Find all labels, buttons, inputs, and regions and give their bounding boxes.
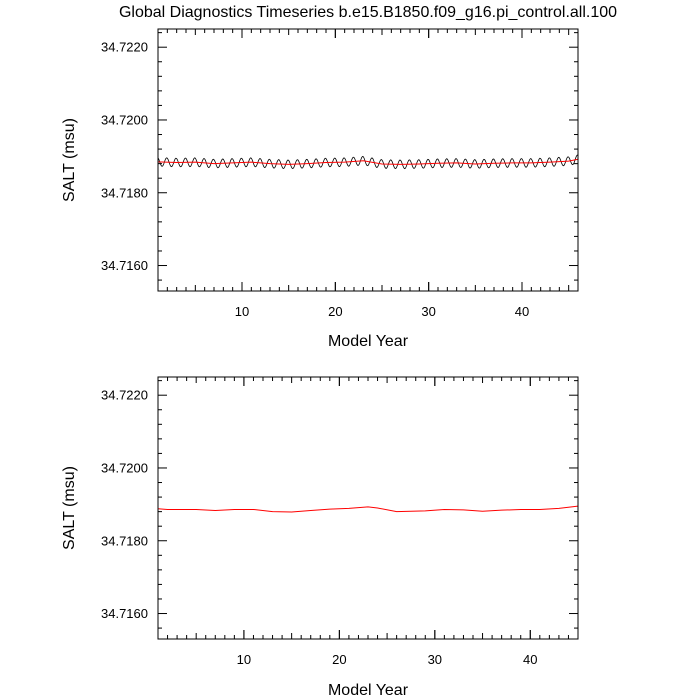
bottom-x-tick-label: 10 — [237, 652, 251, 667]
bottom-y-tick-label: 34.7160 — [101, 606, 148, 621]
top-series-line-annual — [157, 158, 579, 165]
top-x-tick-label: 10 — [235, 304, 249, 319]
bottom-plot-frame — [157, 376, 579, 640]
top-panel: Model Year SALT (msu) 10 20 30 40 34.7160 34.… — [61, 28, 579, 350]
bottom-x-tick-label: 20 — [332, 652, 346, 667]
top-x-tick-label: 30 — [421, 304, 435, 319]
top-x-axis-label: Model Year — [328, 333, 409, 350]
bottom-y-axis-label: SALT (msu) — [61, 466, 78, 550]
bottom-x-axis-label: Model Year — [328, 682, 409, 699]
bottom-y-tick-label: 34.7180 — [101, 533, 148, 548]
top-y-tick-label: 34.7220 — [101, 40, 148, 55]
top-y-axis-label: SALT (msu) — [61, 118, 78, 202]
bottom-series-line-annual — [157, 505, 579, 513]
bottom-x-tick-label: 30 — [428, 652, 442, 667]
chart-title: Global Diagnostics Timeseries b.e15.B185… — [119, 4, 617, 21]
top-x-tick-label: 20 — [328, 304, 342, 319]
bottom-y-tick-label: 34.7200 — [101, 460, 148, 475]
top-x-tick-label: 40 — [515, 304, 529, 319]
top-series-line-monthly — [157, 154, 579, 170]
top-y-tick-label: 34.7160 — [101, 258, 148, 273]
top-plot-frame — [157, 28, 579, 292]
top-y-tick-label: 34.7180 — [101, 185, 148, 200]
top-y-tick-label: 34.7200 — [101, 112, 148, 127]
bottom-x-tick-label: 40 — [523, 652, 537, 667]
bottom-panel: Model Year SALT (msu) 10 20 30 40 34.7160 34.… — [61, 376, 579, 699]
bottom-y-tick-label: 34.7220 — [101, 388, 148, 403]
